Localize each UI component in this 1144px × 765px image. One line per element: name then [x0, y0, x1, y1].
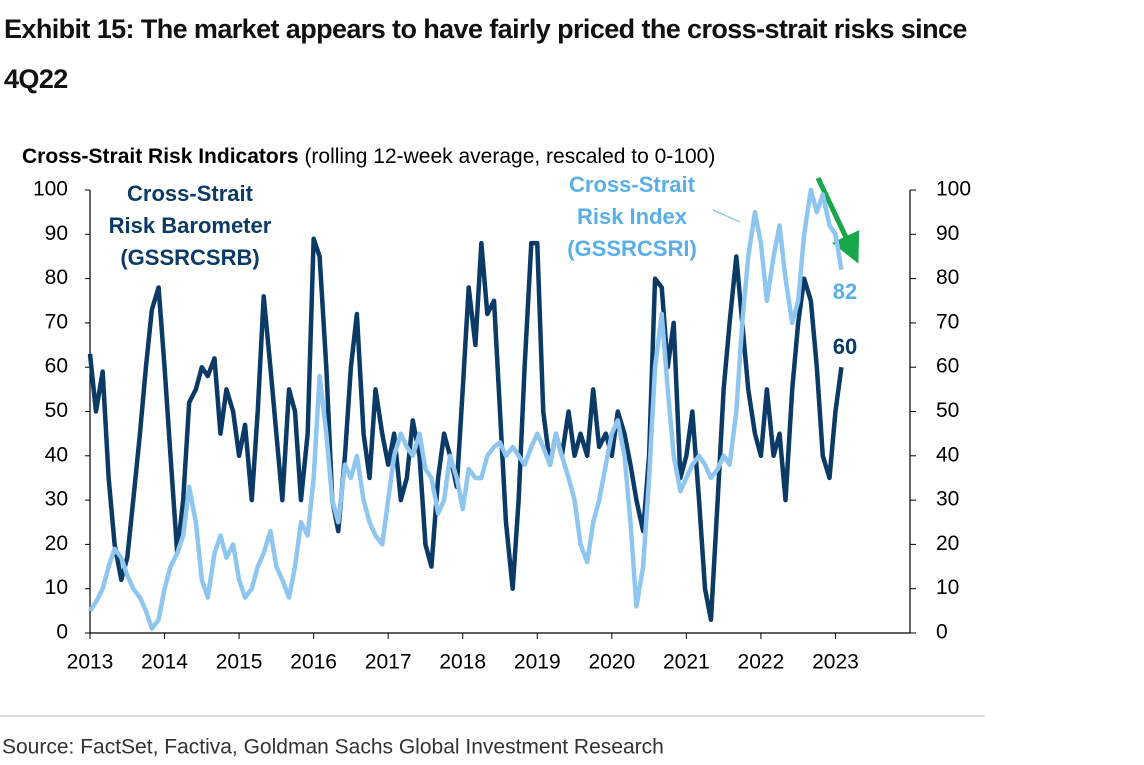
x-tick-label: 2016: [290, 651, 337, 674]
y2-tick-label: 30: [936, 488, 959, 511]
x-tick-label: 2021: [663, 651, 710, 674]
chart-title: Exhibit 15: The market appears to have f…: [4, 14, 967, 94]
x-tick-label: 2013: [67, 651, 114, 674]
series-line: [87, 236, 844, 622]
y-tick-label: 100: [33, 178, 68, 201]
series-line: [88, 187, 844, 631]
y-tick-label: 30: [45, 488, 68, 511]
y2-tick-label: 80: [936, 266, 959, 289]
end-value-label: 82: [833, 279, 857, 304]
x-tick-label: 2019: [514, 651, 561, 674]
x-tick-label: 2023: [812, 651, 859, 674]
subtitle: Cross-Strait Risk Indicators: [22, 145, 299, 168]
y2-tick-label: 0: [936, 621, 948, 644]
series-annotation: Cross-Strait: [127, 181, 254, 206]
y-tick-label: 90: [45, 222, 68, 245]
series-annotation: Risk Index: [577, 204, 688, 229]
y2-tick-label: 40: [936, 443, 959, 466]
y-tick-label: 20: [45, 532, 68, 555]
y2-tick-label: 20: [936, 532, 959, 555]
y-tick-label: 50: [45, 399, 68, 422]
series-annotation: Cross-Strait: [569, 172, 696, 197]
series-annotation: Risk Barometer: [109, 213, 272, 238]
x-tick-label: 2022: [738, 651, 785, 674]
y-tick-label: 0: [56, 621, 68, 644]
y2-tick-label: 70: [936, 310, 959, 333]
subtitle-note: (rolling 12-week average, rescaled to 0-…: [304, 145, 715, 168]
x-tick-label: 2020: [588, 651, 635, 674]
y-tick-label: 10: [45, 576, 68, 599]
subtitle-line: Cross-Strait Risk Indicators (rolling 12…: [22, 145, 715, 168]
callout-line: [712, 209, 741, 223]
x-tick-label: 2018: [439, 651, 486, 674]
y2-tick-label: 100: [936, 178, 971, 201]
trend-arrow: [815, 176, 860, 264]
y2-tick-label: 60: [936, 355, 959, 378]
y2-tick-label: 90: [936, 222, 959, 245]
source: Source: FactSet, Factiva, Goldman Sachs …: [2, 736, 664, 759]
end-value-label: 60: [833, 334, 857, 359]
y-tick-label: 70: [45, 310, 68, 333]
x-tick-label: 2017: [365, 651, 412, 674]
x-tick-label: 2015: [216, 651, 263, 674]
series-annotation: (GSSRCSRI): [567, 236, 697, 261]
y-tick-label: 80: [45, 266, 68, 289]
y2-tick-label: 50: [936, 399, 959, 422]
y2-tick-label: 10: [936, 576, 959, 599]
y-tick-label: 60: [45, 355, 68, 378]
series-annotation: (GSSRCSRB): [120, 245, 259, 270]
x-tick-label: 2014: [141, 651, 188, 674]
y-tick-label: 40: [45, 443, 68, 466]
